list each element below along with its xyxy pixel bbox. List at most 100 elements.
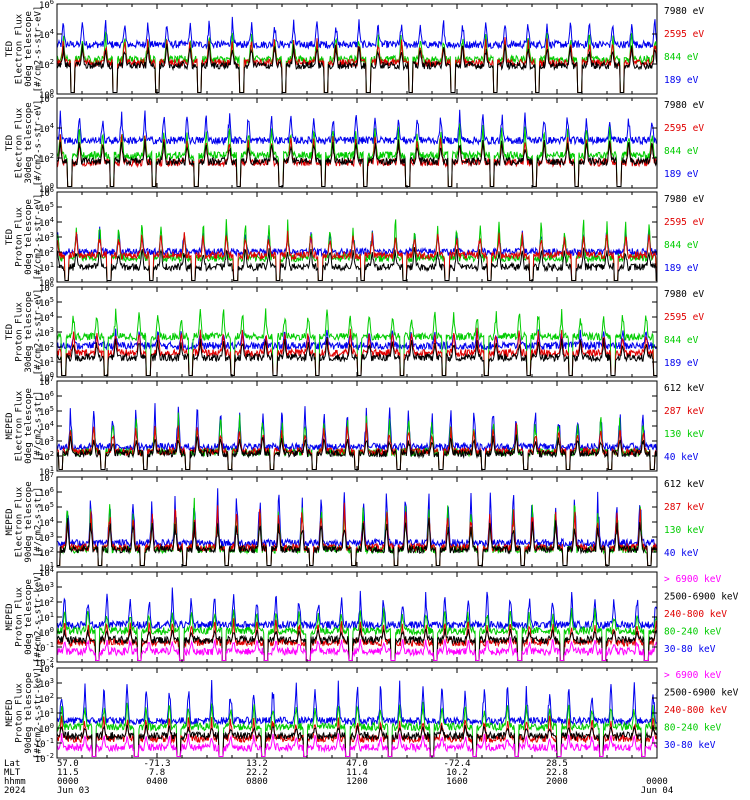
y-tick-base: 10 bbox=[39, 359, 50, 369]
time-axis-tick-label: 0400 bbox=[146, 777, 168, 787]
y-tick-label: 104 bbox=[39, 516, 54, 529]
y-tick-label: 106 bbox=[39, 0, 54, 11]
y-tick-label: 101 bbox=[39, 707, 54, 720]
series-line-4 bbox=[57, 488, 657, 549]
legend-entry: 7980 eV bbox=[664, 100, 704, 111]
y-tick-exponent: 0 bbox=[50, 88, 54, 96]
time-axis-tick-label: -72.4 bbox=[443, 759, 470, 769]
y-tick-label: 103 bbox=[39, 677, 54, 690]
time-axis-tick-label: 7.8 bbox=[149, 768, 165, 778]
y-tick-base: 10 bbox=[39, 665, 50, 675]
y-tick-label: 107 bbox=[39, 375, 54, 388]
y-tick-exponent: 1 bbox=[50, 261, 54, 269]
legend-entry: 189 eV bbox=[664, 358, 699, 369]
legend-entry: 80-240 keV bbox=[664, 723, 721, 734]
y-tick-label: 107 bbox=[39, 471, 54, 484]
time-axis-tick-label: 22.8 bbox=[546, 768, 568, 778]
y-tick-label: 105 bbox=[39, 201, 54, 214]
y-tick-exponent: 4 bbox=[50, 311, 54, 319]
legend-entry: 844 eV bbox=[664, 146, 699, 157]
plot-area bbox=[57, 16, 657, 93]
y-tick-exponent: 4 bbox=[50, 28, 54, 36]
y-tick-exponent: -2 bbox=[46, 752, 54, 760]
y-tick-label: 104 bbox=[39, 216, 54, 229]
y-axis-label: Proton Flux bbox=[15, 587, 25, 647]
y-tick-base: 10 bbox=[39, 189, 50, 199]
y-axis-label: 0deg telescope bbox=[24, 388, 34, 464]
y-axis-label: MEPED bbox=[5, 412, 15, 439]
y-tick-label: 106 bbox=[39, 486, 54, 499]
y-tick-base: 10 bbox=[39, 584, 50, 594]
y-tick-label: 104 bbox=[39, 662, 54, 675]
y-tick-label: 102 bbox=[39, 546, 54, 559]
y-tick-label: 105 bbox=[39, 501, 54, 514]
y-axis-label: Electron Flux bbox=[15, 390, 25, 461]
y-axis-label: Proton Flux bbox=[15, 683, 25, 743]
y-tick-exponent: 6 bbox=[50, 92, 54, 100]
series-line-1 bbox=[57, 637, 657, 661]
series-line-5 bbox=[57, 587, 657, 631]
y-tick-label: 106 bbox=[39, 390, 54, 403]
y-tick-exponent: 4 bbox=[50, 420, 54, 428]
y-axis-label: MEPED bbox=[5, 508, 15, 535]
y-tick-base: 10 bbox=[39, 31, 50, 41]
y-tick-base: 10 bbox=[39, 1, 50, 11]
y-axis-label: 90deg telescope bbox=[24, 672, 34, 753]
y-tick-base: 10 bbox=[35, 755, 46, 765]
series-line-1 bbox=[57, 434, 657, 470]
series-line-1 bbox=[57, 517, 657, 566]
plot-area bbox=[57, 488, 657, 566]
y-axis-label: Electron Flux bbox=[15, 13, 25, 84]
plot-area bbox=[57, 679, 657, 757]
y-tick-label: 104 bbox=[39, 122, 54, 135]
y-tick-exponent: 4 bbox=[50, 516, 54, 524]
y-tick-base: 10 bbox=[39, 279, 50, 289]
series-line-5 bbox=[57, 679, 657, 727]
time-axis-row-label: hhmm bbox=[4, 777, 26, 787]
y-tick-base: 10 bbox=[39, 61, 50, 71]
time-axis-tick-label: 11.4 bbox=[346, 768, 368, 778]
y-tick-base: 10 bbox=[39, 438, 50, 448]
time-axis-tick-label: Jun 03 bbox=[57, 786, 90, 796]
y-tick-label: 105 bbox=[39, 296, 54, 309]
series-line-1 bbox=[57, 139, 657, 187]
time-axis-tick-label: 57.0 bbox=[57, 759, 79, 769]
time-axis-tick-label: 0000 bbox=[57, 777, 79, 787]
y-axis-label: [#/cm2-s-str-eV] bbox=[34, 289, 44, 376]
y-tick-exponent: 3 bbox=[50, 531, 54, 539]
y-tick-base: 10 bbox=[39, 234, 50, 244]
legend-entry: 844 eV bbox=[664, 335, 699, 346]
y-tick-label: 102 bbox=[39, 450, 54, 463]
y-tick-label: 106 bbox=[39, 281, 54, 294]
y-tick-label: 102 bbox=[39, 152, 54, 165]
series-line-4 bbox=[57, 403, 657, 453]
y-tick-exponent: 1 bbox=[50, 611, 54, 619]
y-tick-label: 101 bbox=[39, 356, 54, 369]
y-tick-base: 10 bbox=[39, 284, 50, 294]
y-tick-label: 10-1 bbox=[35, 737, 54, 750]
y-tick-exponent: 2 bbox=[50, 341, 54, 349]
plot-area bbox=[57, 403, 657, 470]
plot-area bbox=[57, 109, 657, 187]
y-tick-exponent: 2 bbox=[50, 692, 54, 700]
y-tick-label: 103 bbox=[39, 231, 54, 244]
y-tick-base: 10 bbox=[39, 299, 50, 309]
y-tick-base: 10 bbox=[39, 504, 50, 514]
y-tick-base: 10 bbox=[39, 614, 50, 624]
y-tick-label: 100 bbox=[39, 182, 54, 195]
y-tick-label: 102 bbox=[39, 596, 54, 609]
y-tick-exponent: 0 bbox=[50, 182, 54, 190]
y-tick-base: 10 bbox=[39, 219, 50, 229]
plot-area bbox=[57, 308, 657, 376]
y-tick-label: 104 bbox=[39, 28, 54, 41]
y-axis-label: TED bbox=[5, 229, 15, 245]
y-tick-base: 10 bbox=[39, 680, 50, 690]
legend-entry: 287 keV bbox=[664, 502, 704, 513]
series-line-3 bbox=[57, 308, 657, 376]
series-line-2 bbox=[57, 627, 657, 661]
y-axis-label: Electron Flux bbox=[15, 107, 25, 178]
y-tick-base: 10 bbox=[39, 125, 50, 135]
y-tick-exponent: 5 bbox=[50, 296, 54, 304]
